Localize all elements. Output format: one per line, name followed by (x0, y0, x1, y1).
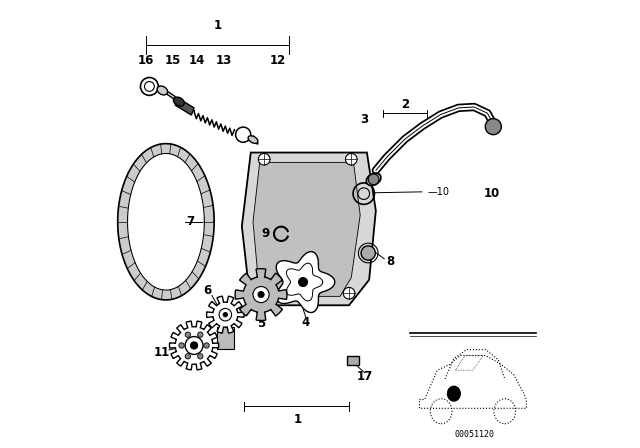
Text: 4: 4 (301, 316, 310, 329)
Circle shape (361, 246, 376, 260)
Text: —10: —10 (427, 187, 449, 197)
Polygon shape (235, 269, 287, 320)
Text: 7: 7 (186, 215, 195, 228)
Polygon shape (175, 98, 194, 115)
Text: 17: 17 (356, 370, 372, 383)
Circle shape (191, 342, 198, 349)
Polygon shape (118, 144, 214, 300)
Circle shape (346, 153, 357, 165)
Text: 8: 8 (387, 255, 395, 268)
Polygon shape (127, 153, 204, 290)
Circle shape (368, 174, 379, 185)
Circle shape (343, 288, 355, 299)
Circle shape (219, 308, 232, 321)
Circle shape (258, 292, 264, 297)
Polygon shape (170, 321, 219, 370)
Text: 9: 9 (261, 227, 269, 240)
Circle shape (299, 278, 307, 287)
Circle shape (236, 127, 251, 142)
Ellipse shape (173, 97, 184, 106)
Circle shape (485, 119, 501, 135)
Ellipse shape (366, 173, 381, 185)
Bar (347, 356, 359, 365)
Ellipse shape (248, 136, 258, 143)
Polygon shape (253, 162, 360, 296)
Text: 12: 12 (269, 55, 285, 68)
Text: 6: 6 (204, 284, 212, 297)
Text: 2: 2 (401, 98, 409, 111)
Text: 14: 14 (189, 55, 205, 68)
Circle shape (185, 336, 203, 354)
Circle shape (223, 312, 228, 317)
Polygon shape (217, 327, 234, 349)
Ellipse shape (157, 86, 168, 95)
Text: 11: 11 (154, 346, 170, 359)
Circle shape (185, 353, 191, 359)
Text: 10: 10 (484, 187, 500, 200)
Text: 15: 15 (164, 55, 181, 68)
Text: 16: 16 (138, 55, 154, 68)
Text: 13: 13 (216, 55, 232, 68)
Text: 1: 1 (294, 413, 301, 426)
Circle shape (179, 343, 184, 348)
Circle shape (259, 153, 270, 165)
Circle shape (198, 353, 203, 359)
Text: 5: 5 (257, 317, 265, 330)
Text: 00051120: 00051120 (454, 430, 494, 439)
Circle shape (253, 287, 269, 302)
Circle shape (204, 343, 209, 348)
Circle shape (198, 332, 203, 337)
Text: 3: 3 (360, 112, 368, 125)
Circle shape (252, 288, 263, 299)
Polygon shape (207, 296, 244, 333)
Polygon shape (276, 252, 335, 313)
Polygon shape (161, 87, 179, 103)
Text: 1: 1 (213, 19, 221, 32)
Circle shape (185, 332, 191, 337)
Polygon shape (242, 152, 376, 305)
